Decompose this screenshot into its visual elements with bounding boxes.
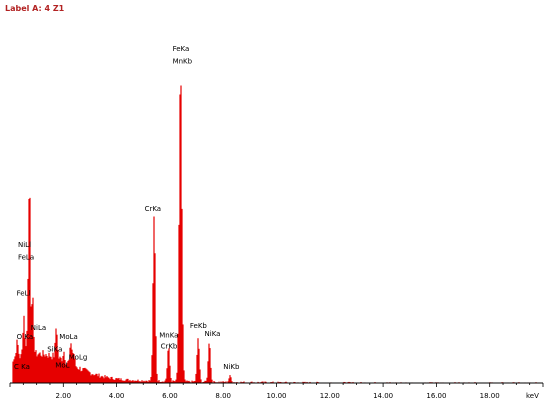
x-tick-label: 10.00 [266, 392, 286, 400]
x-axis-label: keV [526, 392, 539, 400]
peak-label: NiLl [18, 241, 31, 249]
x-tick-label: 8.00 [215, 392, 231, 400]
peak-label: FeLl [17, 289, 31, 297]
x-ticks: 2.00 4.00 6.00 8.00 10.00 12.00 14.00 16.00 18.0… [9, 383, 544, 400]
spectrum-layer [10, 85, 537, 383]
peak-label: NiLa [31, 324, 46, 332]
peak-label: FeKb [190, 322, 208, 330]
x-tick-label: 14.00 [373, 392, 393, 400]
peak-label: MnKb [173, 58, 193, 66]
x-tick-label: 16.00 [426, 392, 446, 400]
peak-label: FeLa [18, 253, 34, 261]
peak-label: CrKb [161, 343, 178, 351]
x-tick-label: 6.00 [162, 392, 178, 400]
peak-label: NiKa [205, 330, 221, 338]
x-tick-label: 12.00 [320, 392, 340, 400]
x-tick-label: 18.00 [480, 392, 500, 400]
peak-label: MoLa [59, 333, 78, 341]
peak-label: FeKa [173, 45, 190, 53]
peak-label: O Ka [17, 333, 33, 341]
peak-label: MoL [55, 361, 69, 369]
peak-label: SiKa [47, 346, 62, 354]
x-tick-label: 2.00 [56, 392, 72, 400]
peak-label: MnKa [159, 332, 178, 340]
x-tick-label: 4.00 [109, 392, 125, 400]
peak-label: CrKa [145, 205, 162, 213]
peak-label: NiKb [223, 363, 240, 371]
spectrum-label: Label A: 4 Z1 [5, 4, 65, 13]
peak-label: MoLg [69, 354, 88, 362]
peak-label: C Ka [14, 363, 30, 371]
